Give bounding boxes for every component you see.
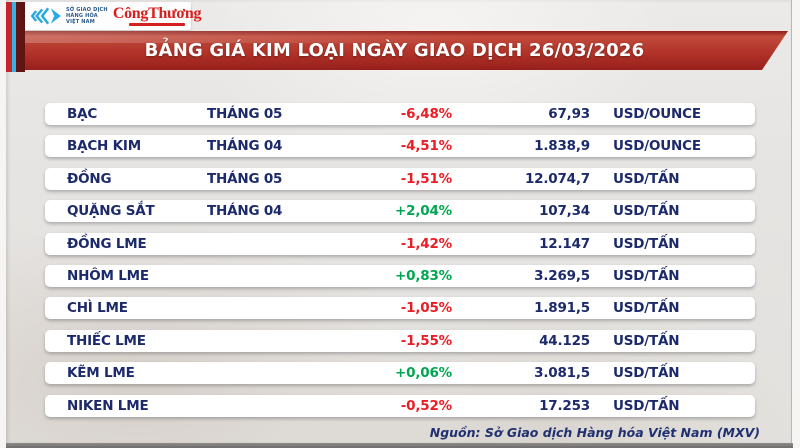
change-percent: -0,52%: [400, 397, 452, 414]
contract-month: THÁNG 04: [207, 138, 283, 155]
logo-plate: SỞ GIAO DỊCH HÀNG HÓA VIỆT NAM CôngThươn…: [25, 2, 202, 30]
mxv-logo-icon: [30, 7, 61, 25]
price-unit: USD/OUNCE: [613, 106, 701, 122]
change-percent: -1,05%: [400, 300, 452, 317]
metal-name: ĐỒNG: [67, 170, 112, 187]
mxv-logo-text: SỞ GIAO DỊCH HÀNG HÓA VIỆT NAM: [66, 7, 108, 25]
contract-month: THÁNG 04: [207, 203, 283, 220]
change-percent: +0,83%: [395, 267, 452, 284]
congthuong-logo-text: CôngThương: [112, 5, 202, 22]
table-row: NHÔM LME +0,83% 3.269,5 USD/TẤN: [45, 264, 755, 287]
price-value: 12.074,7: [524, 170, 590, 187]
metal-name: CHÌ LME: [67, 300, 128, 317]
mxv-logo-line: VIỆT NAM: [66, 19, 95, 25]
price-value: 1.838,9: [534, 138, 590, 155]
corner-stripe-maroon: [16, 2, 25, 72]
table-row: BẠCH KIM THÁNG 04 -4,51% 1.838,9 USD/OUN…: [45, 135, 755, 158]
price-unit: USD/TẤN: [613, 332, 680, 349]
price-value: 67,93: [548, 106, 590, 122]
price-unit: USD/TẤN: [613, 235, 680, 252]
price-unit: USD/TẤN: [613, 300, 680, 317]
change-percent: -1,51%: [400, 170, 452, 187]
table-row: NIKEN LME -0,52% 17.253 USD/TẤN: [45, 394, 755, 417]
corner-stripe-red: [6, 2, 12, 72]
metal-name: BẠCH KIM: [67, 138, 141, 155]
mxv-logo-line: HÀNG HÓA: [66, 13, 98, 19]
price-unit: USD/OUNCE: [613, 138, 701, 155]
price-value: 3.081,5: [534, 365, 590, 382]
price-value: 12.147: [539, 235, 590, 252]
change-percent: +2,04%: [395, 203, 452, 220]
price-unit: USD/TẤN: [613, 365, 680, 382]
source-attribution: Nguồn: Sở Giao dịch Hàng hóa Việt Nam (M…: [429, 425, 760, 440]
metal-name: NHÔM LME: [67, 267, 149, 284]
change-percent: +0,06%: [395, 365, 452, 382]
table-row: BẠC THÁNG 05 -6,48% 67,93 USD/OUNCE: [45, 103, 755, 125]
metal-name: KẼM LME: [67, 365, 135, 382]
price-unit: USD/TẤN: [613, 397, 680, 414]
table-row: CHÌ LME -1,05% 1.891,5 USD/TẤN: [45, 297, 755, 320]
table-row: ĐỒNG LME -1,42% 12.147 USD/TẤN: [45, 232, 755, 255]
metal-name: NIKEN LME: [67, 397, 149, 414]
price-unit: USD/TẤN: [613, 267, 680, 284]
contract-month: THÁNG 05: [207, 106, 283, 122]
corner-stripe-cyan: [12, 2, 16, 72]
price-value: 3.269,5: [534, 267, 590, 284]
congthuong-tagline-bar: [129, 23, 185, 26]
page-title: BẢNG GIÁ KIM LOẠI NGÀY GIAO DỊCH 26/03/2…: [144, 40, 645, 61]
table-row: ĐỒNG THÁNG 05 -1,51% 12.074,7 USD/TẤN: [45, 167, 755, 190]
table-row: QUẶNG SẮT THÁNG 04 +2,04% 107,34 USD/TẤN: [45, 200, 755, 223]
price-value: 107,34: [539, 203, 590, 220]
price-value: 1.891,5: [534, 300, 590, 317]
change-percent: -6,48%: [400, 106, 452, 122]
title-banner: BẢNG GIÁ KIM LOẠI NGÀY GIAO DỊCH 26/03/2…: [25, 31, 788, 70]
price-table: BẠC THÁNG 05 -6,48% 67,93 USD/OUNCE BẠCH…: [45, 103, 755, 417]
price-value: 17.253: [539, 397, 590, 414]
contract-month: THÁNG 05: [207, 170, 283, 187]
mxv-logo-line: SỞ GIAO DỊCH: [66, 7, 108, 13]
price-value: 44.125: [539, 332, 590, 349]
change-percent: -1,55%: [400, 332, 452, 349]
metal-name: BẠC: [67, 106, 98, 122]
price-unit: USD/TẤN: [613, 170, 680, 187]
change-percent: -1,42%: [400, 235, 452, 252]
change-percent: -4,51%: [400, 138, 452, 155]
table-row: KẼM LME +0,06% 3.081,5 USD/TẤN: [45, 362, 755, 385]
table-row: THIẾC LME -1,55% 44.125 USD/TẤN: [45, 329, 755, 352]
metal-name: ĐỒNG LME: [67, 235, 147, 252]
metal-name: THIẾC LME: [67, 332, 146, 349]
bottom-border-bar: [6, 443, 793, 448]
metal-name: QUẶNG SẮT: [67, 203, 155, 220]
price-unit: USD/TẤN: [613, 203, 680, 220]
congthuong-logo: CôngThương: [112, 5, 202, 26]
